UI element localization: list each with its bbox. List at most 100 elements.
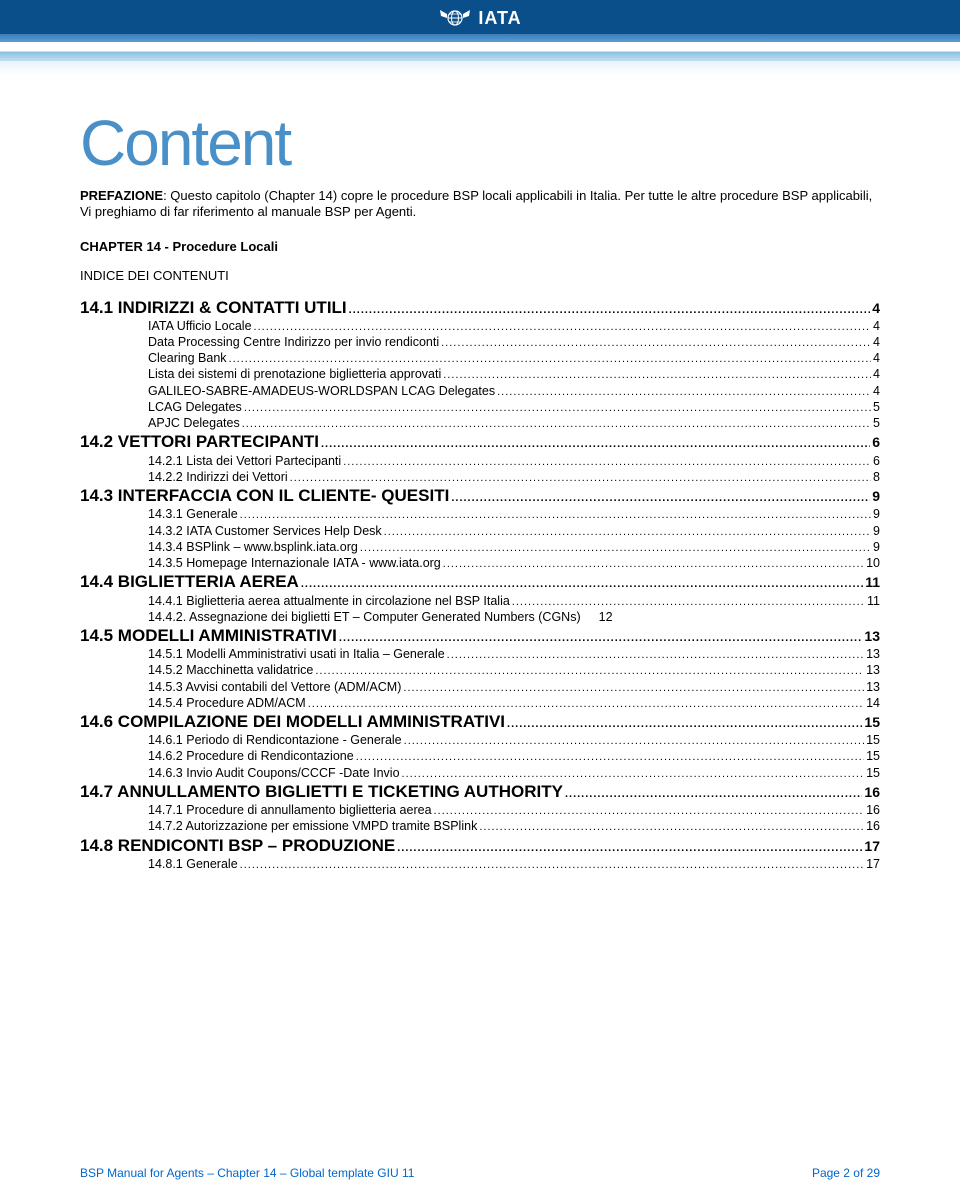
toc-leader bbox=[321, 431, 870, 453]
toc-entry: 14.7.2 Autorizzazione per emissione VMPD… bbox=[80, 818, 880, 834]
toc-leader bbox=[443, 366, 871, 382]
toc-leader bbox=[403, 679, 864, 695]
toc-leader bbox=[397, 835, 862, 857]
toc-entry: Clearing Bank4 bbox=[80, 350, 880, 366]
toc-entry: 14.8.1 Generale 17 bbox=[80, 856, 880, 872]
toc-entry: 14.5 MODELLI AMMINISTRATIVI 13 bbox=[80, 625, 880, 647]
toc-entry: 14.2.1 Lista dei Vettori Partecipanti6 bbox=[80, 453, 880, 469]
preface-bold: PREFAZIONE bbox=[80, 188, 163, 203]
toc-label: IATA Ufficio Locale bbox=[148, 318, 252, 334]
toc-page: 15 bbox=[866, 732, 880, 748]
toc-leader bbox=[343, 453, 871, 469]
toc-leader bbox=[443, 555, 864, 571]
toc-page: 5 bbox=[873, 399, 880, 415]
toc-label: 14.5.4 Procedure ADM/ACM bbox=[148, 695, 306, 711]
toc-entry: 14.7.1 Procedure di annullamento bigliet… bbox=[80, 802, 880, 818]
toc-entry: 14.8 RENDICONTI BSP – PRODUZIONE17 bbox=[80, 835, 880, 857]
toc-page: 6 bbox=[873, 453, 880, 469]
toc-page: 11 bbox=[867, 593, 880, 609]
toc-entry: GALILEO-SABRE-AMADEUS-WORLDSPAN LCAG Del… bbox=[80, 383, 880, 399]
toc-leader bbox=[290, 469, 871, 485]
preface-paragraph: PREFAZIONE: Questo capitolo (Chapter 14)… bbox=[80, 188, 880, 221]
toc-leader bbox=[479, 818, 864, 834]
toc-entry: 14.4.1 Biglietteria aerea attualmente in… bbox=[80, 593, 880, 609]
toc-leader bbox=[451, 485, 870, 507]
footer-left: BSP Manual for Agents – Chapter 14 – Glo… bbox=[80, 1166, 414, 1180]
toc-page: 9 bbox=[873, 523, 880, 539]
toc-page: 4 bbox=[873, 350, 880, 366]
toc-leader bbox=[360, 539, 871, 555]
toc-leader bbox=[315, 662, 864, 678]
toc-label: 14.3.4 BSPlink – www.bsplink.iata.org bbox=[148, 539, 358, 555]
toc-label: 14.5.1 Modelli Amministrativi usati in I… bbox=[148, 646, 445, 662]
toc-entry: 14.4 BIGLIETTERIA AEREA11 bbox=[80, 571, 880, 593]
toc-leader bbox=[308, 695, 864, 711]
toc-page: 9 bbox=[873, 539, 880, 555]
toc-page: 17 bbox=[866, 856, 880, 872]
toc-page: 8 bbox=[873, 469, 880, 485]
toc-label: 14.2.2 Indirizzi dei Vettori bbox=[148, 469, 288, 485]
toc-entry: 14.6 COMPILAZIONE DEI MODELLI AMMINISTRA… bbox=[80, 711, 880, 733]
toc-page: 9 bbox=[873, 506, 880, 522]
toc-label: 14.4 BIGLIETTERIA AEREA bbox=[80, 571, 299, 593]
indice-heading: INDICE DEI CONTENUTI bbox=[80, 268, 880, 283]
toc-label: 14.5.3 Avvisi contabili del Vettore (ADM… bbox=[148, 679, 401, 695]
toc-leader bbox=[240, 506, 871, 522]
toc-leader bbox=[565, 781, 862, 803]
toc-label: 14.8.1 Generale bbox=[148, 856, 238, 872]
toc-page: 13 bbox=[866, 679, 880, 695]
toc-leader bbox=[447, 646, 864, 662]
toc-page: 4 bbox=[873, 366, 880, 382]
toc-label: 14.4.1 Biglietteria aerea attualmente in… bbox=[148, 593, 510, 609]
toc-page: 9 bbox=[872, 488, 880, 506]
toc-leader bbox=[229, 350, 872, 366]
toc-entry: 14.5.2 Macchinetta validatrice13 bbox=[80, 662, 880, 678]
toc-page: 13 bbox=[864, 628, 880, 646]
toc-entry: Lista dei sistemi di prenotazione biglie… bbox=[80, 366, 880, 382]
toc-entry: 14.5.1 Modelli Amministrativi usati in I… bbox=[80, 646, 880, 662]
page-footer: BSP Manual for Agents – Chapter 14 – Glo… bbox=[80, 1166, 880, 1180]
toc-leader bbox=[254, 318, 872, 334]
toc-page: 10 bbox=[866, 555, 880, 571]
table-of-contents: 14.1 INDIRIZZI & CONTATTI UTILI4IATA Uff… bbox=[80, 297, 880, 873]
toc-entry: 14.6.3 Invio Audit Coupons/CCCF -Date In… bbox=[80, 765, 880, 781]
logo-text: IATA bbox=[478, 8, 521, 29]
toc-label: APJC Delegates bbox=[148, 415, 240, 431]
toc-entry: Data Processing Centre Indirizzo per inv… bbox=[80, 334, 880, 350]
toc-label: 14.7.1 Procedure di annullamento bigliet… bbox=[148, 802, 432, 818]
toc-entry: 14.6.2 Procedure di Rendicontazione15 bbox=[80, 748, 880, 764]
toc-label: 14.6.1 Periodo di Rendicontazione - Gene… bbox=[148, 732, 402, 748]
toc-leader bbox=[507, 711, 862, 733]
toc-entry: 14.3.5 Homepage Internazionale IATA - ww… bbox=[80, 555, 880, 571]
chapter-heading: CHAPTER 14 - Procedure Locali bbox=[80, 239, 880, 254]
toc-leader bbox=[404, 732, 864, 748]
toc-label: 14.3.1 Generale bbox=[148, 506, 238, 522]
toc-page: 12 bbox=[581, 609, 613, 625]
toc-entry: 14.5.4 Procedure ADM/ACM 14 bbox=[80, 695, 880, 711]
globe-wings-icon bbox=[438, 4, 472, 32]
toc-leader bbox=[356, 748, 864, 764]
toc-label: 14.5 MODELLI AMMINISTRATIVI bbox=[80, 625, 337, 647]
toc-page: 4 bbox=[873, 334, 880, 350]
toc-page: 14 bbox=[866, 695, 880, 711]
toc-leader bbox=[301, 571, 863, 593]
toc-leader bbox=[497, 383, 871, 399]
toc-entry: 14.3.4 BSPlink – www.bsplink.iata.org 9 bbox=[80, 539, 880, 555]
toc-leader bbox=[434, 802, 865, 818]
toc-label: 14.1 INDIRIZZI & CONTATTI UTILI bbox=[80, 297, 347, 319]
toc-label: 14.3.2 IATA Customer Services Help Desk bbox=[148, 523, 382, 539]
toc-label: 14.7 ANNULLAMENTO BIGLIETTI E TICKETING … bbox=[80, 781, 563, 803]
toc-page: 5 bbox=[873, 415, 880, 431]
toc-entry: 14.6.1 Periodo di Rendicontazione - Gene… bbox=[80, 732, 880, 748]
toc-label: 14.8 RENDICONTI BSP – PRODUZIONE bbox=[80, 835, 395, 857]
toc-entry: 14.7 ANNULLAMENTO BIGLIETTI E TICKETING … bbox=[80, 781, 880, 803]
toc-entry: IATA Ufficio Locale4 bbox=[80, 318, 880, 334]
header-banner: IATA bbox=[0, 0, 960, 76]
toc-label: 14.3.5 Homepage Internazionale IATA - ww… bbox=[148, 555, 441, 571]
toc-entry: 14.3.1 Generale 9 bbox=[80, 506, 880, 522]
content-heading: Content bbox=[0, 76, 960, 188]
toc-label: LCAG Delegates bbox=[148, 399, 242, 415]
toc-leader bbox=[240, 856, 864, 872]
toc-leader bbox=[349, 297, 871, 319]
toc-entry: APJC Delegates 5 bbox=[80, 415, 880, 431]
